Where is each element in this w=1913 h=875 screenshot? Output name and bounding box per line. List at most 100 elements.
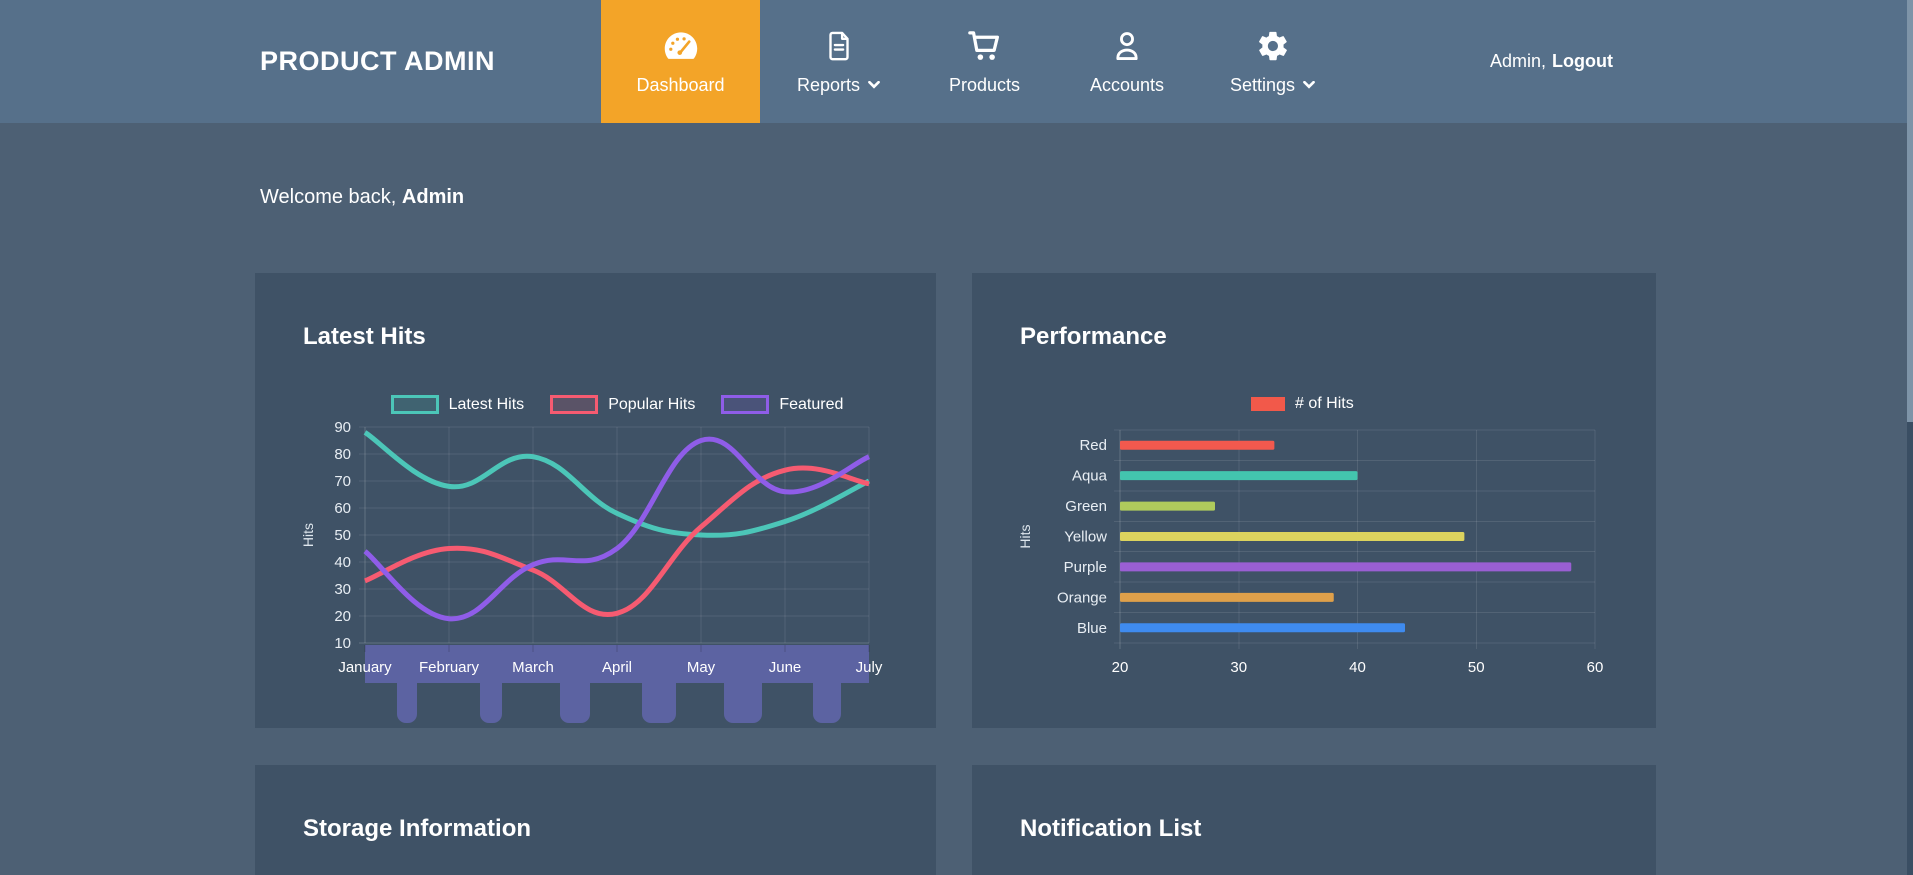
category-label: Blue	[1077, 620, 1107, 637]
x-tick-label: 30	[1230, 659, 1247, 676]
series-line-featured	[363, 436, 871, 622]
legend-item-hits[interactable]: # of Hits	[1251, 395, 1354, 413]
y-tick-label: 60	[334, 500, 351, 517]
latest-hits-chart: 10 20 30 40 50 60 70 80 90 January February March Ap…	[300, 419, 883, 723]
y-axis-label: Hits	[1017, 524, 1033, 548]
legend-label: # of Hits	[1295, 395, 1354, 412]
category-label: Aqua	[1072, 468, 1108, 485]
nav-label: Reports	[796, 75, 861, 95]
welcome-message: Welcome back, Admin	[260, 186, 464, 209]
legend-swatch	[721, 395, 770, 414]
bar-chart-legend: # of Hits	[1251, 395, 1354, 413]
category-label: Purple	[1064, 559, 1107, 576]
nav-tab-accounts[interactable]: Accounts	[1052, 0, 1202, 123]
overflow-bar	[480, 645, 502, 723]
bar-red	[1120, 440, 1275, 450]
bar-yellow	[1120, 532, 1465, 541]
legend-item-featured[interactable]: Featured	[721, 395, 843, 414]
x-tick-label: February	[419, 659, 480, 676]
x-tick-label: July	[856, 659, 883, 676]
series-line-latest-hits	[363, 430, 871, 538]
x-tick-label: 50	[1468, 659, 1485, 676]
panel-title: Latest Hits	[303, 323, 426, 350]
bar-aqua	[1120, 471, 1358, 481]
overflow-band	[365, 645, 869, 683]
chevron-down-icon	[1303, 81, 1315, 89]
x-tick-label: 40	[1349, 659, 1366, 676]
scrollbar-thumb[interactable]	[1907, 0, 1913, 422]
nav-label: Settings	[1229, 75, 1296, 95]
cart-icon	[966, 29, 1004, 63]
y-tick-label: 10	[334, 635, 351, 652]
notification-panel: Notification List	[972, 765, 1656, 875]
nav-label: Dashboard	[636, 75, 725, 95]
category-label: Green	[1065, 498, 1107, 515]
overflow-bar	[560, 645, 590, 723]
x-tick-label: January	[338, 659, 392, 676]
performance-panel: Performance # of Hits Red Aqua Green Yellow…	[972, 273, 1656, 728]
x-tick-label: 20	[1112, 659, 1129, 676]
y-tick-label: 50	[334, 527, 351, 544]
y-tick-label: 80	[334, 446, 351, 463]
nav-tab-reports[interactable]: Reports	[760, 0, 917, 123]
bar-blue	[1120, 623, 1405, 633]
logout-link[interactable]: Logout	[1552, 51, 1613, 71]
header-bar: PRODUCT ADMIN Dashboard	[0, 0, 1913, 123]
y-tick-label: 70	[334, 473, 351, 490]
nav-label: Products	[948, 75, 1021, 95]
overflow-bar	[397, 645, 417, 723]
x-tick-label: March	[512, 659, 554, 676]
x-tick-label: 60	[1587, 659, 1604, 676]
bar-grid	[1114, 429, 1596, 649]
person-icon	[1109, 29, 1145, 63]
brand-title: PRODUCT ADMIN	[260, 46, 495, 76]
user-name: Admin,	[1489, 51, 1547, 71]
chevron-down-icon	[868, 81, 880, 89]
series-line-popular-hits	[364, 465, 870, 618]
overflow-bar	[642, 645, 676, 723]
legend-swatch	[1251, 397, 1285, 411]
panel-title: Notification List	[1020, 815, 1202, 842]
legend-item-popular-hits[interactable]: Popular Hits	[550, 395, 695, 414]
scrollbar-track[interactable]	[1907, 0, 1913, 875]
x-tick-label: April	[602, 659, 632, 676]
y-tick-label: 20	[334, 608, 351, 625]
bar-purple	[1120, 562, 1572, 572]
legend-label: Popular Hits	[608, 395, 696, 413]
gauge-icon	[662, 29, 700, 63]
category-label: Yellow	[1064, 529, 1107, 546]
category-label: Red	[1079, 437, 1107, 454]
latest-hits-panel: Latest Hits Latest Hits Popular Hits Featu…	[255, 273, 936, 728]
performance-chart: Red Aqua Green Yellow Purple Orange Blue 20 30 40…	[1017, 429, 1604, 676]
y-tick-label: 90	[334, 419, 351, 436]
overflow-bar	[813, 645, 841, 723]
y-tick-label: 30	[334, 581, 351, 598]
legend-label: Latest Hits	[448, 395, 525, 413]
x-tick-label: May	[687, 659, 716, 676]
nav-label: Accounts	[1089, 75, 1165, 95]
storage-panel: Storage Information	[255, 765, 936, 875]
category-label: Orange	[1057, 589, 1107, 606]
main-nav: Dashboard Reports	[601, 0, 1343, 123]
y-tick-label: 40	[334, 554, 351, 571]
x-tick-label: June	[769, 659, 802, 676]
nav-tab-settings[interactable]: Settings	[1202, 0, 1343, 123]
line-grid	[359, 426, 870, 644]
legend-swatch	[390, 395, 439, 414]
user-menu: Admin, Logout	[1490, 0, 1613, 123]
legend-label: Featured	[779, 395, 844, 413]
bar-orange	[1120, 592, 1334, 602]
bar-green	[1120, 501, 1215, 511]
panel-title: Performance	[1020, 323, 1167, 350]
file-icon	[824, 29, 854, 63]
panel-title: Storage Information	[303, 815, 532, 842]
line-chart-legend: Latest Hits Popular Hits Featured	[365, 395, 869, 414]
gear-icon	[1256, 29, 1290, 63]
welcome-user: Admin	[401, 186, 465, 208]
nav-tab-products[interactable]: Products	[917, 0, 1052, 123]
welcome-prefix: Welcome back,	[260, 186, 402, 208]
nav-tab-dashboard[interactable]: Dashboard	[601, 0, 760, 123]
legend-item-latest-hits[interactable]: Latest Hits	[390, 395, 525, 414]
overflow-bar	[724, 645, 762, 723]
